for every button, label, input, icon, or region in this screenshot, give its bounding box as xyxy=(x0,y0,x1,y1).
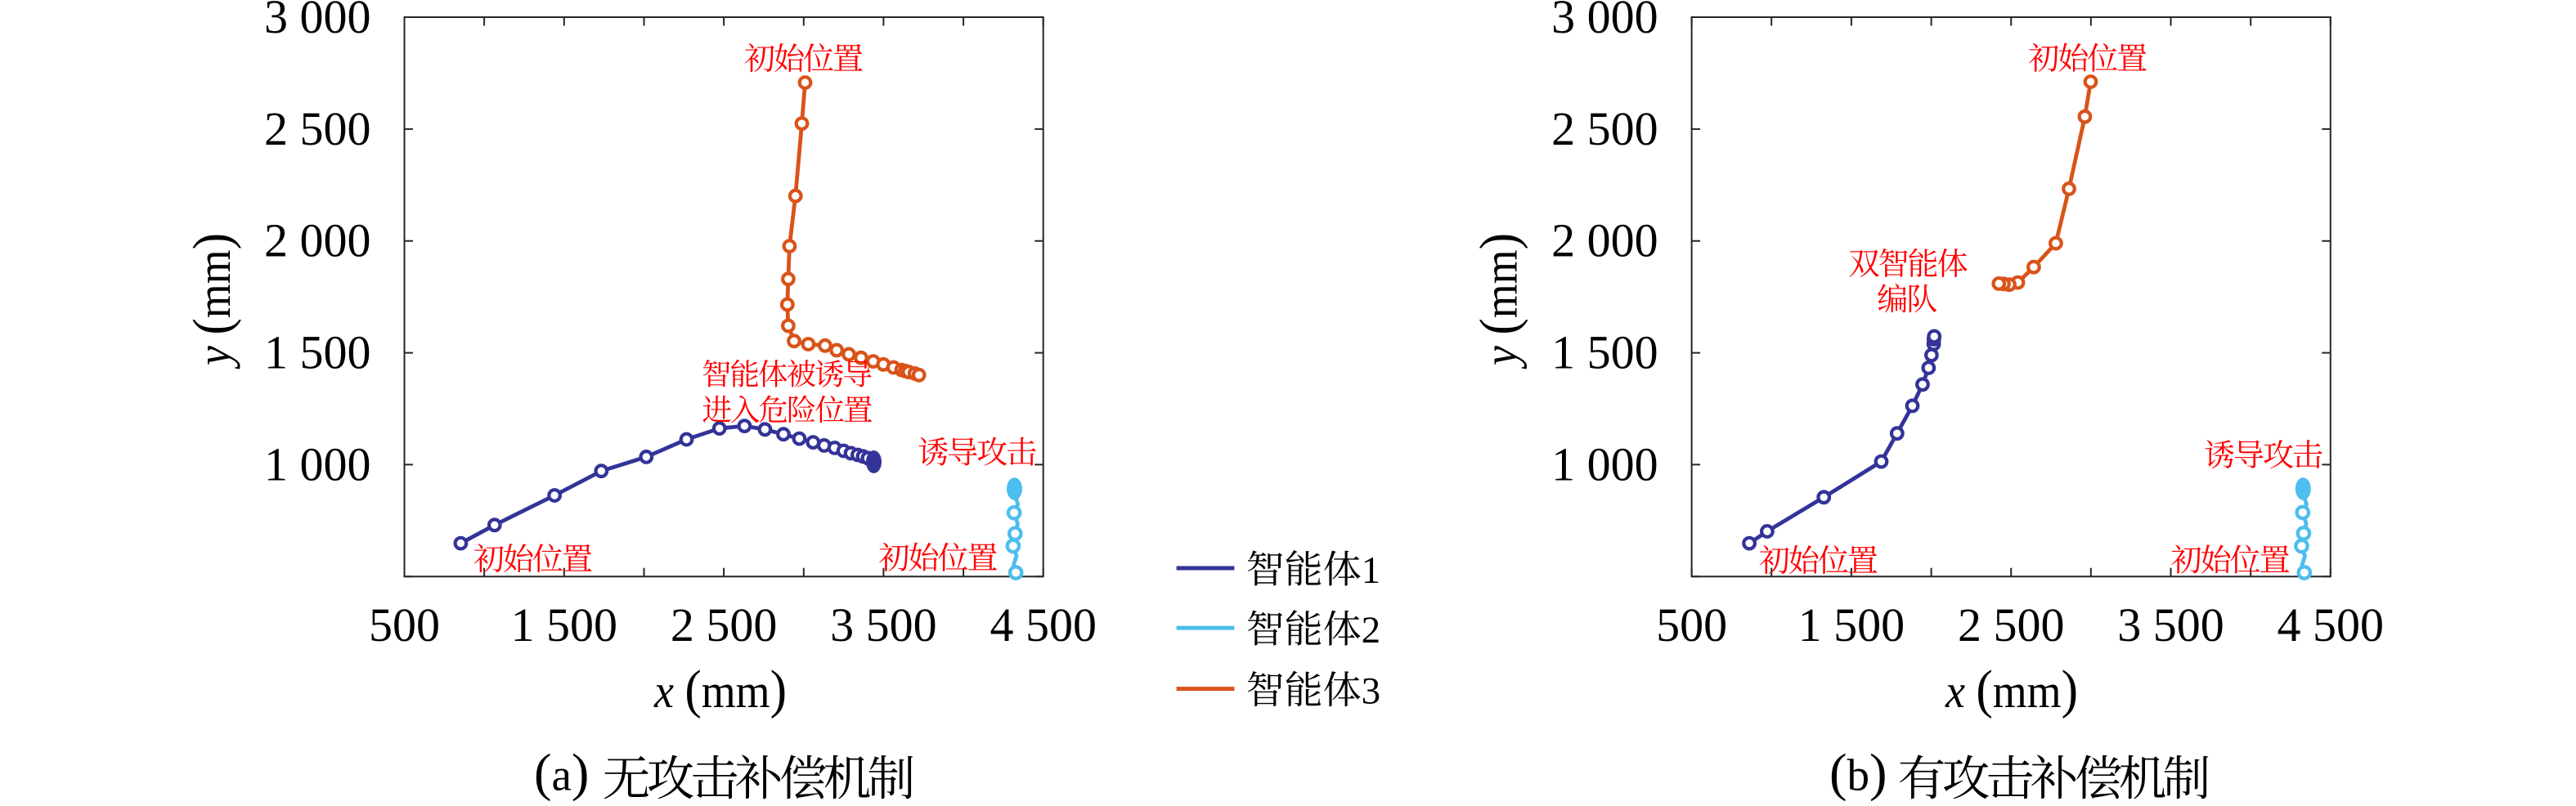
svg-text:1 500: 1 500 xyxy=(1798,598,1905,652)
svg-text:4 500: 4 500 xyxy=(2278,598,2385,652)
svg-text:500: 500 xyxy=(369,598,440,652)
svg-text:2 000: 2 000 xyxy=(1551,214,1658,267)
svg-text:4 500: 4 500 xyxy=(990,598,1097,652)
svg-text:y (mm): y (mm) xyxy=(182,233,242,369)
svg-text:2: 2 xyxy=(1362,609,1381,652)
svg-text:1 500: 1 500 xyxy=(1551,326,1658,379)
svg-text:x (mm): x (mm) xyxy=(1945,660,2078,719)
svg-text:(b): (b) xyxy=(1829,744,1887,802)
svg-text:1 500: 1 500 xyxy=(511,598,618,652)
svg-text:y (mm): y (mm) xyxy=(1470,233,1529,369)
svg-text:2 500: 2 500 xyxy=(1958,598,2065,652)
svg-text:2 500: 2 500 xyxy=(671,598,778,652)
svg-text:2 500: 2 500 xyxy=(264,102,371,155)
svg-text:x (mm): x (mm) xyxy=(653,660,787,719)
svg-text:1 500: 1 500 xyxy=(264,326,371,379)
svg-text:3 000: 3 000 xyxy=(264,0,371,43)
svg-text:2 000: 2 000 xyxy=(264,214,371,267)
svg-text:3: 3 xyxy=(1362,670,1381,713)
svg-text:3 500: 3 500 xyxy=(2117,598,2224,652)
svg-text:3 500: 3 500 xyxy=(830,598,937,652)
svg-text:1 000: 1 000 xyxy=(264,437,371,490)
svg-text:500: 500 xyxy=(1656,598,1727,652)
svg-text:(a): (a) xyxy=(534,744,589,802)
svg-text:3 000: 3 000 xyxy=(1551,0,1658,43)
svg-text:1: 1 xyxy=(1362,549,1381,592)
svg-text:2 500: 2 500 xyxy=(1551,102,1658,155)
svg-text:1 000: 1 000 xyxy=(1551,437,1658,490)
